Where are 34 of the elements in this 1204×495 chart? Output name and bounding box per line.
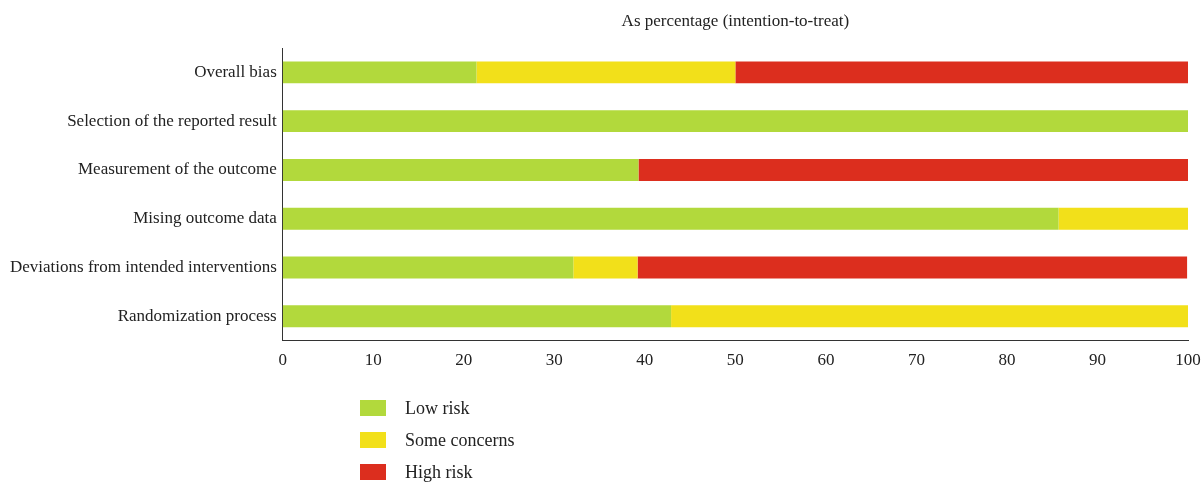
legend-label: High risk — [405, 461, 473, 483]
y-tick-label: Randomization process — [117, 305, 277, 325]
bar — [573, 256, 638, 279]
bar — [282, 305, 672, 328]
bar — [282, 110, 1188, 133]
bar — [638, 158, 1188, 181]
bar — [735, 61, 1188, 84]
y-tick-label: Overall bias — [194, 61, 277, 81]
x-tick-label: 70 — [907, 350, 925, 370]
x-tick-label: 90 — [1088, 350, 1106, 370]
bar — [282, 207, 1059, 230]
x-tick-label: 100 — [1175, 350, 1201, 370]
x-tick-label: 10 — [364, 350, 382, 370]
x-tick-label: 80 — [998, 350, 1016, 370]
bar — [282, 158, 639, 181]
bar — [671, 305, 1188, 328]
x-tick-label: 20 — [455, 350, 473, 370]
x-tick-label: 40 — [636, 350, 654, 370]
x-tick-label: 30 — [545, 350, 563, 370]
bar — [282, 61, 477, 84]
y-tick-label: Deviations from intended interventions — [10, 256, 277, 276]
x-tick-label: 50 — [726, 350, 744, 370]
bar — [637, 256, 1188, 279]
legend-label: Some concerns — [405, 429, 515, 451]
bar — [476, 61, 736, 84]
x-tick-label: 0 — [278, 350, 287, 370]
y-tick-label: Measurement of the outcome — [78, 159, 277, 179]
x-tick-label: 60 — [817, 350, 835, 370]
bar — [282, 256, 574, 279]
y-tick-label: Mising outcome data — [133, 208, 278, 228]
chart-title: As percentage (intention-to-treat) — [621, 11, 850, 31]
legend-label: Low risk — [405, 397, 470, 419]
bar — [1058, 207, 1188, 230]
y-tick-label: Selection of the reported result — [67, 110, 278, 130]
